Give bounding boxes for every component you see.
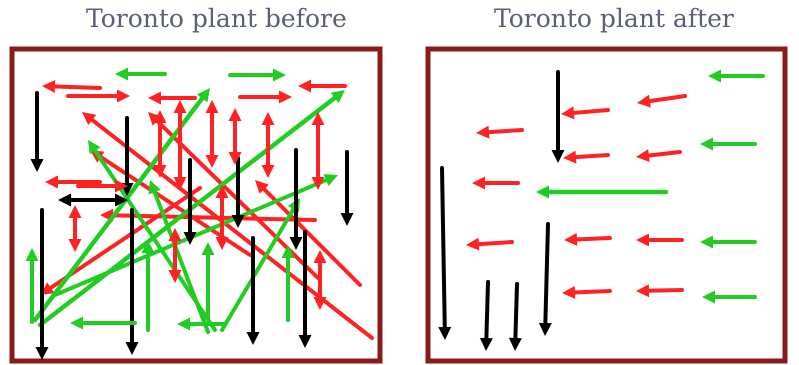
flow-arrow-green — [700, 137, 757, 151]
flow-arrow-red — [564, 232, 612, 246]
flow-arrow-black — [438, 166, 452, 340]
flow-arrow-green — [708, 69, 765, 83]
flow-arrow-green — [281, 245, 295, 322]
flow-arrow-red — [637, 94, 687, 108]
flow-arrow-red — [313, 250, 327, 310]
flow-arrow-red — [636, 284, 684, 298]
flow-arrow-red — [636, 233, 684, 247]
flow-arrow-green — [115, 67, 167, 81]
flow-arrow-red — [45, 175, 102, 189]
flow-arrow-red — [168, 228, 182, 283]
flow-arrow-red — [255, 180, 362, 287]
flow-arrow-green — [228, 68, 286, 82]
flow-arrow-green — [70, 316, 137, 330]
flow-arrow-red — [173, 100, 187, 190]
flow-arrow-red — [205, 100, 219, 168]
flow-arrow-red — [148, 91, 197, 105]
before-panel-frame — [9, 46, 383, 364]
flow-arrow-red — [228, 108, 242, 165]
flow-arrow-black — [340, 150, 354, 226]
flow-arrow-red — [563, 150, 610, 164]
flow-arrow-black — [183, 158, 197, 245]
flow-arrow-red — [153, 110, 167, 178]
flow-arrow-red — [215, 185, 229, 250]
after-panel-title: Toronto plant after — [494, 4, 734, 33]
flow-arrow-green — [702, 290, 757, 304]
flow-arrow-black — [246, 236, 260, 345]
flow-arrow-red — [476, 125, 524, 139]
flow-arrow-black — [508, 282, 522, 351]
flow-arrow-green — [25, 248, 39, 324]
flow-arrow-red — [466, 237, 514, 251]
flow-arrow-red — [261, 112, 275, 178]
flow-arrow-red — [238, 90, 292, 104]
after-arrow-flows — [438, 69, 765, 351]
flow-arrow-red — [561, 106, 610, 120]
flow-arrow-red — [298, 79, 347, 93]
flow-arrow-red — [562, 285, 612, 299]
flow-arrow-black — [289, 148, 303, 250]
flow-arrow-black — [58, 193, 128, 207]
flow-arrow-black — [231, 156, 245, 228]
flow-arrow-red — [311, 112, 325, 190]
flow-arrow-red — [68, 205, 82, 252]
flow-arrow-red — [66, 89, 130, 103]
flow-arrow-red — [76, 179, 128, 193]
flow-arrow-green — [141, 240, 155, 332]
flow-arrow-black — [479, 280, 493, 351]
flow-arrow-green — [536, 185, 669, 199]
flow-arrow-red — [42, 79, 102, 93]
flow-arrow-black — [30, 91, 44, 172]
before-arrow-flows — [25, 67, 374, 360]
flow-arrow-green — [32, 88, 210, 323]
before-panel-title: Toronto plant before — [86, 4, 347, 33]
flow-arrow-green — [700, 235, 757, 249]
flow-arrow-green — [201, 242, 215, 322]
after-panel-frame — [425, 46, 788, 364]
flow-arrow-black — [551, 70, 565, 163]
flow-arrow-red — [636, 149, 682, 162]
flow-arrow-red — [472, 176, 520, 190]
flow-arrow-green — [148, 180, 210, 334]
flow-arrow-black — [298, 230, 312, 348]
flow-arrow-black — [35, 208, 49, 360]
flow-arrow-red — [82, 112, 374, 340]
flow-arrow-black — [538, 222, 552, 336]
flow-arrow-green — [177, 317, 227, 331]
